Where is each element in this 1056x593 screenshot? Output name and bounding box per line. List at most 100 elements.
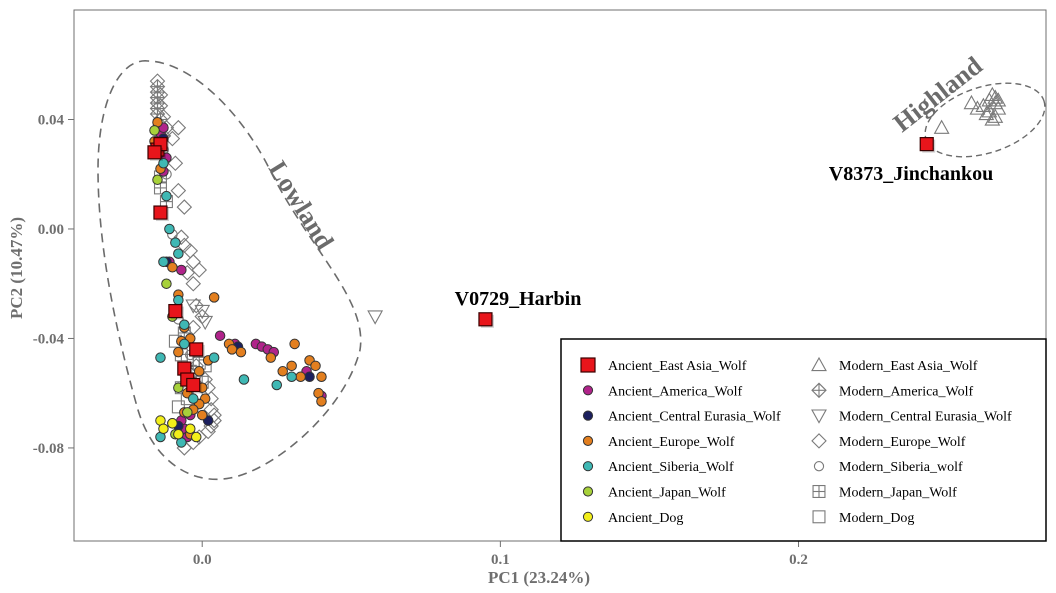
x-axis-title: PC1 (23.24%) <box>488 568 590 587</box>
point-ancient-europe-wolf-16 <box>316 371 327 383</box>
point-ancient-siberia-wolf-7 <box>179 319 190 331</box>
legend-marker-modern-siberia-wolf <box>813 461 825 472</box>
point-modern-europe-wolf-0 <box>149 73 166 89</box>
legend-marker-modern-east-asia-wolf <box>811 356 827 372</box>
y-tick-label-3: -0.08 <box>33 441 64 457</box>
legend-label-modern-america-wolf: Modern_America_Wolf <box>839 384 974 399</box>
point-ancient-siberia-wolf-0 <box>158 158 169 169</box>
legend-label-modern-east-asia-wolf: Modern_East Asia_Wolf <box>839 359 978 374</box>
legend-marker-modern-central-eurasia-wolf <box>811 409 827 424</box>
legend-marker-ancient-america-wolf <box>582 385 594 396</box>
y-tick-label-1: 0.00 <box>38 222 64 238</box>
point-ancient-europe-wolf-15 <box>310 360 321 372</box>
point-ancient-europe-wolf-18 <box>316 396 327 407</box>
point-modern-europe-wolf-6 <box>170 119 187 136</box>
point-ancient-europe-wolf-11 <box>289 338 300 350</box>
legend-marker-ancient-east-asia-wolf <box>580 357 596 373</box>
point-ancient-dog-3 <box>173 428 184 440</box>
point-ancient-europe-wolf-3 <box>167 262 178 273</box>
x-tick-label-0: 0.0 <box>193 552 212 568</box>
y-axis-ticks: 0.04 0.00 -0.04 -0.08 <box>33 112 74 457</box>
point-modern-europe-wolf-18 <box>194 308 210 325</box>
point-ancient-america-wolf-6 <box>214 330 226 341</box>
point-ancient-japan-wolf-2 <box>161 278 172 289</box>
point-ancient-japan-wolf-5 <box>182 407 193 418</box>
x-tick-label-1: 0.1 <box>491 552 510 568</box>
point-ancient-europe-wolf-19 <box>277 366 288 377</box>
point-modern-east-asia-wolf-0 <box>933 119 950 134</box>
legend-label-modern-siberia-wolf: Modern_Siberia_wolf <box>839 460 963 475</box>
point-ancient-east-asia-wolf-10 <box>919 137 934 152</box>
legend-box <box>560 338 1047 542</box>
point-ancient-europe-wolf-27 <box>196 409 208 421</box>
x-axis-ticks: 0.0 0.1 0.2 <box>193 541 808 568</box>
point-ancient-dog-5 <box>190 431 202 443</box>
point-ancient-east-asia-wolf-2 <box>147 145 162 160</box>
point-ancient-east-asia-wolf-8 <box>186 377 201 393</box>
legend-label-ancient-america-wolf: Ancient_America_Wolf <box>608 384 742 399</box>
point-ancient-dog-2 <box>167 418 178 429</box>
point-modern-east-asia-wolf-10 <box>987 108 1004 123</box>
legend: Ancient_East Asia_Wolf Ancient_America_Wo… <box>560 338 1047 542</box>
point-ancient-siberia-wolf-4 <box>173 248 184 259</box>
legend-marker-ancient-dog <box>582 511 594 522</box>
legend-label-ancient-dog: Ancient_Dog <box>608 511 683 526</box>
legend-label-ancient-japan-wolf: Ancient_Japan_Wolf <box>608 486 726 501</box>
point-modern-europe-wolf-28 <box>200 423 216 440</box>
point-modern-europe-wolf-16 <box>185 275 202 292</box>
point-ancient-siberia-wolf-9 <box>208 352 220 363</box>
point-modern-east-asia-wolf-13 <box>990 92 1007 107</box>
point-ancient-siberia-wolf-10 <box>238 374 250 385</box>
point-ancient-siberia-wolf-5 <box>158 256 169 268</box>
point-modern-europe-wolf-14 <box>191 262 208 278</box>
plot-frame <box>73 9 1047 542</box>
point-ancient-europe-wolf-30 <box>173 346 184 358</box>
annotation-harbin: V0729_Harbin <box>455 288 582 310</box>
point-ancient-east-asia-wolf-3 <box>153 205 168 220</box>
x-tick-label-2: 0.2 <box>789 552 808 568</box>
legend-marker-ancient-central-eurasia-wolf <box>582 410 594 421</box>
point-ancient-siberia-wolf-17 <box>188 393 199 404</box>
point-ancient-dog-4 <box>185 423 196 435</box>
point-ancient-siberia-wolf-3 <box>170 237 181 248</box>
point-ancient-siberia-wolf-12 <box>286 371 297 383</box>
point-modern-dog-13 <box>171 400 185 414</box>
point-ancient-siberia-wolf-6 <box>173 294 184 306</box>
point-ancient-japan-wolf-1 <box>152 174 163 185</box>
point-modern-europe-wolf-9 <box>176 199 193 215</box>
point-ancient-dog-1 <box>158 423 169 435</box>
point-ancient-siberia-wolf-11 <box>271 379 283 391</box>
point-modern-east-asia-wolf-2 <box>969 100 986 115</box>
point-modern-europe-wolf-7 <box>167 155 184 172</box>
point-ancient-central-eurasia-wolf-3 <box>304 371 315 383</box>
legend-marker-modern-europe-wolf <box>811 433 827 449</box>
point-ancient-siberia-wolf-2 <box>164 223 175 235</box>
legend-label-modern-europe-wolf: Modern_Europe_Wolf <box>839 435 966 450</box>
legend-marker-modern-america-wolf <box>811 382 827 399</box>
legend-label-ancient-central-eurasia-wolf: Ancient_Central Eurasia_Wolf <box>608 410 781 425</box>
legend-label-modern-central-eurasia-wolf: Modern_Central Eurasia_Wolf <box>839 410 1012 425</box>
annotation-jinchankou: V8373_Jinchankou <box>829 163 994 185</box>
point-modern-central-eurasia-wolf-0 <box>367 310 384 325</box>
legend-marker-modern-dog <box>812 510 826 524</box>
point-ancient-europe-wolf-7 <box>208 292 220 303</box>
point-ancient-east-asia-wolf-4 <box>168 303 183 319</box>
legend-label-modern-japan-wolf: Modern_Japan_Wolf <box>839 486 957 501</box>
point-modern-europe-wolf-1 <box>152 87 169 103</box>
legend-marker-ancient-japan-wolf <box>582 486 594 497</box>
legend-label-ancient-east-asia-wolf: Ancient_East Asia_Wolf <box>608 359 747 374</box>
point-ancient-siberia-wolf-13 <box>155 352 166 363</box>
legend-label-ancient-siberia-wolf: Ancient_Siberia_Wolf <box>608 460 734 475</box>
point-modern-europe-wolf-8 <box>170 182 187 199</box>
data-points <box>147 73 1007 456</box>
point-ancient-siberia-wolf-1 <box>161 190 172 202</box>
y-tick-label-0: 0.04 <box>38 112 65 128</box>
point-ancient-japan-wolf-0 <box>149 125 160 136</box>
point-ancient-europe-wolf-13 <box>295 371 306 383</box>
point-ancient-europe-wolf-10 <box>235 346 247 358</box>
point-modern-east-asia-wolf-9 <box>984 111 1001 126</box>
point-ancient-america-wolf-5 <box>176 264 187 276</box>
legend-marker-ancient-europe-wolf <box>582 435 594 446</box>
point-ancient-europe-wolf-20 <box>265 352 277 363</box>
